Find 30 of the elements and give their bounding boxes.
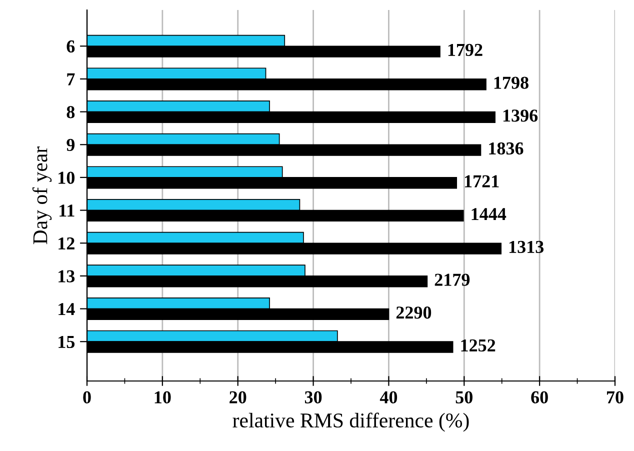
annotation: 1792 [448, 44, 482, 56]
x-axis-title: relative RMS difference (%) [232, 412, 469, 432]
y-tick-label: 8 [66, 106, 75, 118]
y-tick-label: 10 [58, 172, 75, 184]
annotation: 1836 [489, 142, 524, 155]
annotation: 1396 [503, 110, 538, 122]
x-tick-label: 20 [230, 391, 246, 404]
annotation: 1721 [464, 175, 499, 188]
y-axis-title: Day of year [32, 146, 52, 244]
y-tick-label: 12 [58, 237, 74, 250]
y-tick-label: 14 [58, 303, 75, 316]
x-tick-label: 50 [456, 391, 472, 404]
y-tick-label: 11 [60, 204, 74, 217]
y-tick-label: 9 [66, 138, 75, 152]
x-tick-label: 40 [380, 391, 398, 404]
x-tick-label: 0 [83, 391, 91, 404]
y-tick-label: 15 [58, 336, 75, 348]
y-tick-label: 13 [58, 270, 75, 282]
y-tick-label: 7 [67, 73, 75, 86]
annotation: 1313 [509, 240, 544, 254]
x-tick-label: 60 [531, 391, 548, 404]
annotation: 1444 [472, 208, 506, 220]
x-tick-label: 30 [304, 391, 322, 404]
annotation: 1252 [461, 339, 496, 352]
y-tick-label: 6 [66, 40, 75, 53]
x-tick-label: 70 [607, 391, 624, 404]
annotation: 2290 [396, 306, 432, 319]
annotation: 1798 [494, 76, 528, 89]
x-tick-label: 10 [154, 391, 171, 404]
annotation: 2179 [434, 274, 470, 286]
